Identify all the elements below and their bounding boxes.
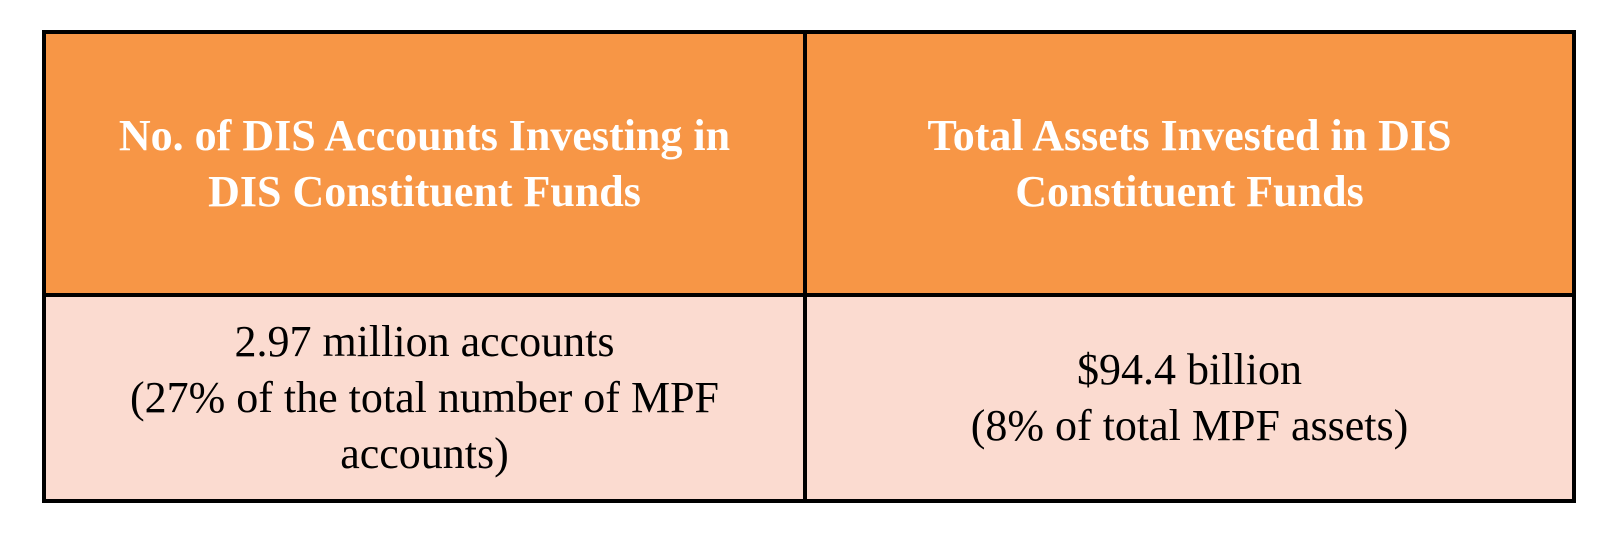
header-assets-line-1: Total Assets Invested in DIS: [927, 110, 1452, 160]
value-cell-accounts: 2.97 million accounts (27% of the total …: [42, 293, 807, 503]
header-accounts-line-2: DIS Constituent Funds: [208, 166, 641, 216]
value-assets-line-1: $94.4 billion: [1077, 345, 1302, 394]
header-assets-line-2: Constituent Funds: [1015, 166, 1364, 216]
value-accounts-line-2: (27% of the total number of MPF: [129, 373, 720, 422]
header-accounts-line-1: No. of DIS Accounts Investing in: [118, 110, 731, 160]
header-cell-accounts: No. of DIS Accounts Investing in DIS Con…: [42, 30, 807, 297]
value-accounts-line-1: 2.97 million accounts: [234, 317, 615, 366]
value-accounts-line-3: accounts): [340, 429, 509, 478]
value-assets-line-2: (8% of total MPF assets): [970, 401, 1409, 450]
value-row: 2.97 million accounts (27% of the total …: [42, 293, 1576, 503]
header-row: No. of DIS Accounts Investing in DIS Con…: [42, 30, 1576, 297]
dis-statistics-table: No. of DIS Accounts Investing in DIS Con…: [42, 30, 1576, 503]
header-cell-assets: Total Assets Invested in DIS Constituent…: [803, 30, 1576, 297]
value-cell-assets: $94.4 billion (8% of total MPF assets): [803, 293, 1576, 503]
